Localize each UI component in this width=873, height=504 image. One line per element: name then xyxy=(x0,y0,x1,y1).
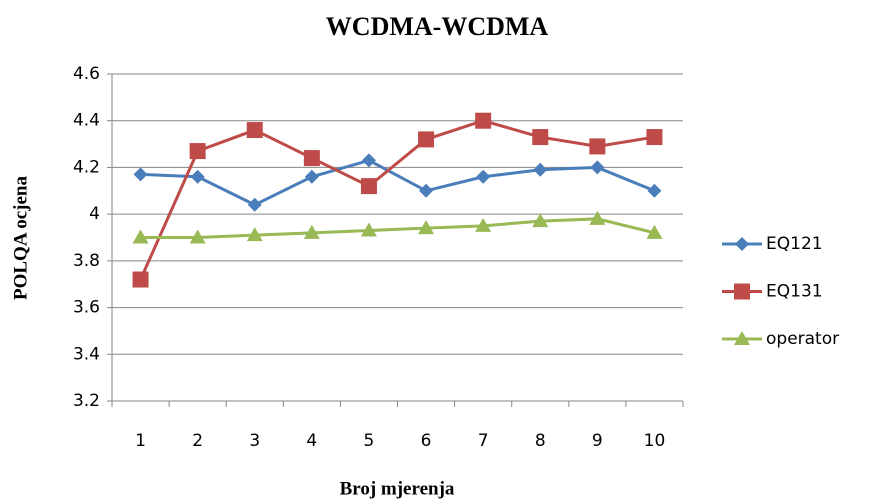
marker xyxy=(475,112,492,129)
marker xyxy=(646,224,663,239)
x-tick-label: 4 xyxy=(306,431,317,451)
marker xyxy=(532,129,549,146)
marker xyxy=(360,222,377,237)
marker xyxy=(533,162,548,177)
marker xyxy=(647,183,662,198)
marker xyxy=(303,224,320,239)
series-line xyxy=(139,119,655,281)
marker xyxy=(418,131,435,148)
marker xyxy=(303,150,320,167)
x-tick-label: 1 xyxy=(135,431,146,451)
x-tick-label: 2 xyxy=(192,431,203,451)
y-tick-label: 4.4 xyxy=(73,111,100,131)
marker xyxy=(589,138,606,155)
y-tick-label: 3.2 xyxy=(73,391,100,411)
marker xyxy=(189,143,206,160)
marker xyxy=(475,217,492,232)
marker xyxy=(476,169,491,184)
marker xyxy=(735,237,749,251)
x-axis-label: Broj mjerenja xyxy=(340,478,455,499)
marker xyxy=(419,183,434,198)
marker xyxy=(190,169,205,184)
x-tick-label: 8 xyxy=(535,431,546,451)
y-tick-label: 3.6 xyxy=(73,298,100,318)
chart-title: WCDMA-WCDMA xyxy=(326,12,549,41)
x-tick-label: 6 xyxy=(421,431,432,451)
marker xyxy=(418,220,435,235)
x-tick-label: 3 xyxy=(249,431,260,451)
legend-label: operator xyxy=(766,329,839,349)
y-tick-label: 4.6 xyxy=(73,64,100,84)
x-tick-label: 7 xyxy=(478,431,489,451)
marker xyxy=(133,167,148,182)
y-tick-label: 3.4 xyxy=(73,344,100,364)
marker xyxy=(646,129,663,146)
x-tick-label: 5 xyxy=(364,431,375,451)
y-tick-label: 4.2 xyxy=(73,157,100,177)
marker xyxy=(132,271,149,288)
series-line xyxy=(140,158,656,207)
marker xyxy=(734,283,750,300)
legend-label: EQ121 xyxy=(766,234,823,254)
marker xyxy=(360,178,377,195)
marker xyxy=(246,122,263,139)
marker xyxy=(247,197,262,212)
x-tick-label: 9 xyxy=(592,431,603,451)
marker xyxy=(304,169,319,184)
marker xyxy=(189,229,206,244)
x-tick-label: 10 xyxy=(644,431,666,451)
marker xyxy=(532,213,549,228)
marker xyxy=(589,210,606,225)
marker xyxy=(734,331,750,345)
y-axis-label: POLQA ocjena xyxy=(10,175,31,300)
series-line xyxy=(140,217,655,239)
y-tick-label: 4 xyxy=(89,204,100,224)
marker xyxy=(590,160,605,175)
marker xyxy=(132,229,149,244)
legend-label: EQ131 xyxy=(766,282,823,302)
y-tick-label: 3.8 xyxy=(73,251,100,271)
marker xyxy=(361,153,376,168)
marker xyxy=(246,227,263,242)
